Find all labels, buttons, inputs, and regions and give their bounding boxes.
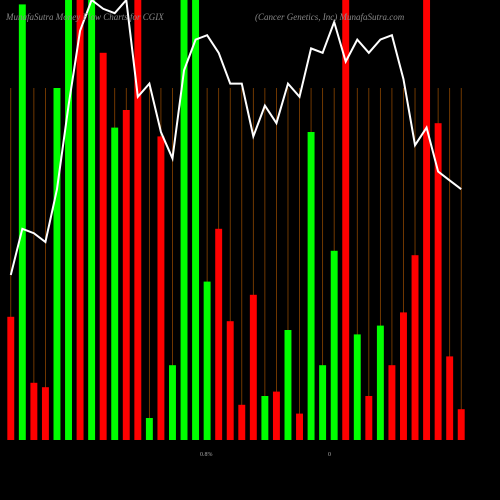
bar <box>88 0 96 440</box>
bar <box>122 110 130 440</box>
bar <box>353 334 361 440</box>
bar <box>423 0 431 440</box>
chart-title: MunafaSutra Money Flow Charts for CGIX <box>5 12 164 22</box>
bar <box>30 382 38 440</box>
bar <box>446 356 454 440</box>
bar <box>169 365 176 440</box>
bar <box>238 404 246 440</box>
bar <box>434 123 442 440</box>
bar <box>134 0 142 440</box>
bar <box>76 0 84 440</box>
bar <box>99 52 107 441</box>
bar <box>365 396 373 440</box>
bar <box>307 132 315 440</box>
bar <box>261 396 269 440</box>
bar <box>111 127 119 440</box>
bar <box>400 312 407 440</box>
annotation: 0.8% <box>200 452 213 458</box>
price-line <box>9 0 462 276</box>
bar <box>272 391 280 440</box>
chart-subtitle: (Cancer Genetics, Inc) MunafaSutra.com <box>255 12 405 22</box>
bar <box>215 228 223 440</box>
bar <box>145 418 153 440</box>
bar <box>41 387 49 440</box>
bar <box>226 321 234 440</box>
bar <box>342 0 350 440</box>
bar <box>411 255 419 440</box>
bar <box>7 316 15 440</box>
bar <box>330 250 338 440</box>
bar <box>319 365 327 440</box>
bar <box>65 0 72 440</box>
bar <box>388 365 396 440</box>
bar <box>296 413 303 440</box>
bar <box>284 330 292 440</box>
bar <box>180 0 188 440</box>
bar <box>249 294 257 440</box>
bar <box>18 4 26 441</box>
bar <box>457 409 465 440</box>
bar <box>203 281 211 440</box>
bar <box>157 136 165 440</box>
bar <box>192 0 200 440</box>
plot <box>7 0 465 441</box>
bar <box>376 325 384 440</box>
bar <box>53 88 61 440</box>
annotation: 0 <box>328 452 331 458</box>
